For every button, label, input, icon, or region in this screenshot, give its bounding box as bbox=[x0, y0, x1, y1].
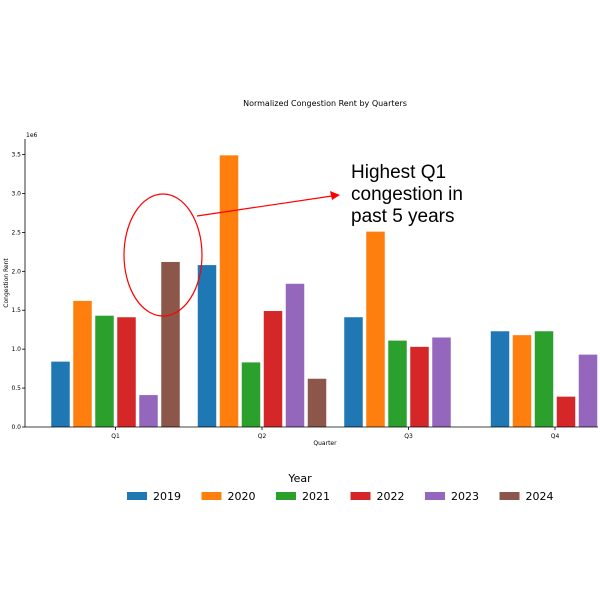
legend-swatch-2019 bbox=[127, 492, 147, 500]
bar-2019-Q3 bbox=[344, 317, 363, 427]
annotation-line: congestion in bbox=[351, 184, 463, 205]
bar-2020-Q4 bbox=[512, 335, 532, 427]
bar-2022-Q4 bbox=[556, 396, 576, 427]
bar-2022-Q1 bbox=[117, 317, 136, 427]
x-tick-label: Q3 bbox=[404, 433, 413, 440]
bar-2020-Q1 bbox=[73, 300, 92, 427]
legend-swatch-2020 bbox=[201, 492, 222, 500]
bar-2023-Q1 bbox=[139, 395, 158, 427]
y-tick-label: 0.5 bbox=[11, 385, 21, 392]
bar-2021-Q4 bbox=[534, 331, 554, 427]
annotation-circle bbox=[123, 193, 203, 317]
bar-2023-Q4 bbox=[578, 354, 598, 427]
x-tick-label: Q1 bbox=[111, 433, 120, 440]
y-axis-label: Congestion Rent bbox=[3, 258, 10, 308]
y-ticks: 0.0 0.5 1.0 1.5 2.0 2.5 3.0 3.5 bbox=[11, 152, 25, 431]
legend: 2019 2020 2021 2022 2023 2024 bbox=[127, 490, 554, 503]
bar-2022-Q3 bbox=[410, 346, 429, 427]
axes bbox=[24, 139, 598, 428]
bar-2021-Q3 bbox=[388, 340, 407, 427]
y-offset-label: 1e6 bbox=[26, 132, 38, 139]
y-tick-label: 2.0 bbox=[11, 268, 21, 275]
y-tick-label: 1.5 bbox=[11, 307, 21, 314]
annotation-line: past 5 years bbox=[351, 206, 455, 227]
bar-2023-Q3 bbox=[432, 337, 451, 427]
bar-2021-Q1 bbox=[95, 315, 114, 427]
bar-2019-Q4 bbox=[490, 331, 510, 427]
bar-2024-Q1 bbox=[161, 261, 180, 427]
bar-2021-Q2 bbox=[241, 362, 261, 427]
x-axis-label: Quarter bbox=[313, 440, 337, 447]
x-tick-label: Q4 bbox=[551, 433, 560, 440]
annotation-line: Highest Q1 bbox=[351, 162, 446, 183]
y-tick-label: 0.0 bbox=[11, 424, 21, 431]
legend-label-2020: 2020 bbox=[228, 490, 256, 503]
legend-label-2019: 2019 bbox=[153, 490, 181, 503]
bars bbox=[51, 155, 598, 427]
x-ticks: Q1 Q2 Q3 Q4 bbox=[111, 427, 559, 440]
legend-swatch-2022 bbox=[350, 492, 371, 500]
chart-title: Normalized Congestion Rent by Quarters bbox=[243, 99, 407, 108]
legend-swatch-2023 bbox=[425, 492, 445, 500]
legend-swatch-2021 bbox=[276, 492, 296, 500]
legend-label-2023: 2023 bbox=[451, 490, 479, 503]
bar-2020-Q2 bbox=[219, 155, 239, 427]
legend-label-2021: 2021 bbox=[302, 490, 330, 503]
legend-label-2022: 2022 bbox=[377, 490, 405, 503]
bar-2024-Q2 bbox=[307, 378, 327, 427]
bar-2019-Q1 bbox=[51, 361, 70, 427]
bar-2019-Q2 bbox=[197, 265, 217, 427]
annotation-arrow bbox=[196, 195, 333, 217]
y-tick-label: 1.0 bbox=[11, 346, 21, 353]
legend-label-2024: 2024 bbox=[526, 490, 554, 503]
y-tick-label: 3.0 bbox=[11, 190, 21, 197]
bar-2023-Q2 bbox=[285, 283, 305, 427]
x-tick-label: Q2 bbox=[258, 433, 267, 440]
y-tick-label: 2.5 bbox=[11, 229, 21, 236]
bar-2022-Q2 bbox=[263, 311, 283, 427]
annotation-arrowhead bbox=[330, 191, 340, 200]
legend-title: Year bbox=[287, 472, 312, 485]
legend-swatch-2024 bbox=[499, 492, 520, 500]
y-tick-label: 3.5 bbox=[11, 152, 21, 159]
bar-2020-Q3 bbox=[366, 231, 385, 427]
